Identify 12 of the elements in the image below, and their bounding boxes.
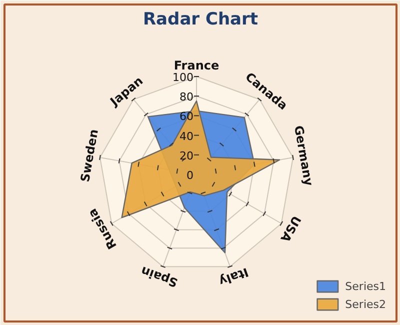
y-tick-label: 0 (186, 169, 194, 182)
y-tick-label: 80 (180, 90, 194, 104)
y-tick-label: 20 (180, 149, 194, 162)
y-tick-label: 40 (180, 130, 194, 143)
chart-title: Radar Chart (142, 10, 258, 30)
spoke-label: Germany (291, 124, 316, 187)
spoke-label: Italy (216, 264, 250, 289)
legend-label: Series2 (345, 298, 386, 310)
spoke-label: France (174, 58, 220, 73)
y-tick-label: 100 (172, 71, 194, 84)
legend-label: Series1 (345, 280, 386, 292)
spoke-label: Sweden (78, 128, 101, 183)
